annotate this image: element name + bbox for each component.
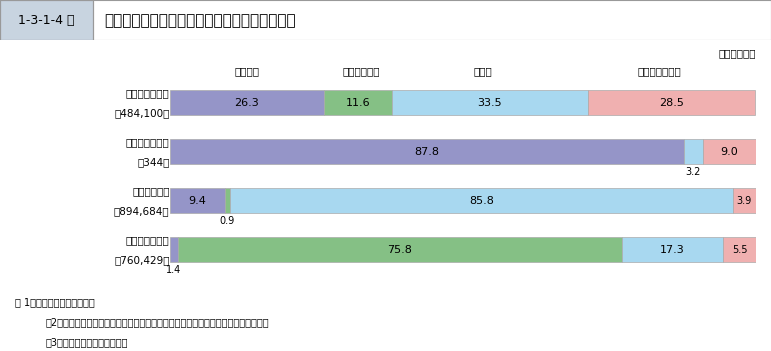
Text: 75.8: 75.8 — [388, 245, 412, 255]
Bar — [170, 91, 324, 115]
Text: 87.8: 87.8 — [414, 147, 439, 157]
Bar — [0, 0, 93, 40]
Text: 交通事件の検察庁終局人員の処理区剆別構成比: 交通事件の検察庁終局人員の処理区剆別構成比 — [104, 13, 296, 28]
Text: 不起訴: 不起訴 — [473, 66, 492, 76]
Text: 17.3: 17.3 — [660, 245, 685, 255]
Text: 0.9: 0.9 — [220, 216, 235, 226]
Text: 略式命令請求: 略式命令請求 — [343, 66, 380, 76]
Bar — [324, 91, 392, 115]
Text: 交通関係業過: 交通関係業過 — [132, 186, 170, 196]
Bar — [622, 237, 723, 262]
Text: 9.4: 9.4 — [188, 196, 206, 206]
Bar — [392, 91, 588, 115]
Text: 5.5: 5.5 — [732, 245, 747, 255]
Text: 1.4: 1.4 — [166, 265, 181, 275]
Text: 85.8: 85.8 — [469, 196, 493, 206]
Text: （894,684）: （894,684） — [114, 206, 170, 217]
Bar — [732, 188, 756, 213]
Text: 一　般　事　件: 一 般 事 件 — [126, 88, 170, 98]
Bar — [703, 139, 756, 164]
Text: 26.3: 26.3 — [234, 98, 259, 108]
Text: 3.9: 3.9 — [736, 196, 752, 206]
Text: 危険運転致死儂: 危険運転致死儂 — [126, 137, 170, 147]
Text: 注 1　検察統計年報による。: 注 1 検察統計年報による。 — [15, 298, 95, 307]
Bar — [684, 139, 703, 164]
Text: （760,429）: （760,429） — [114, 256, 170, 266]
Text: 11.6: 11.6 — [345, 98, 370, 108]
Bar — [588, 91, 755, 115]
Text: 2「一般事件」とは，交通事件を除く刑法犯及び特別法犯に係る被疑事件をいう。: 2「一般事件」とは，交通事件を除く刑法犯及び特別法犯に係る被疑事件をいう。 — [45, 317, 269, 327]
Text: 33.5: 33.5 — [477, 98, 502, 108]
Text: （344）: （344） — [137, 158, 170, 167]
Text: （平成７年）: （平成７年） — [718, 48, 756, 59]
Bar — [170, 188, 224, 213]
Text: 家庭裁判所送致: 家庭裁判所送致 — [638, 66, 681, 76]
Text: 道　交　違　反: 道 交 違 反 — [126, 235, 170, 245]
Bar — [230, 188, 732, 213]
Text: 公判請求: 公判請求 — [234, 66, 259, 76]
Text: 9.0: 9.0 — [720, 147, 738, 157]
Bar — [178, 237, 622, 262]
Text: 28.5: 28.5 — [659, 98, 684, 108]
Text: 3（　）内は，実数である。: 3（ ）内は，実数である。 — [45, 337, 128, 347]
Bar — [224, 188, 230, 213]
Text: 3.2: 3.2 — [685, 167, 701, 177]
Bar — [170, 237, 178, 262]
Text: 1-3-1-4 図: 1-3-1-4 図 — [18, 14, 75, 27]
Text: （484,100）: （484,100） — [114, 108, 170, 119]
Bar — [170, 139, 684, 164]
Bar — [723, 237, 756, 262]
